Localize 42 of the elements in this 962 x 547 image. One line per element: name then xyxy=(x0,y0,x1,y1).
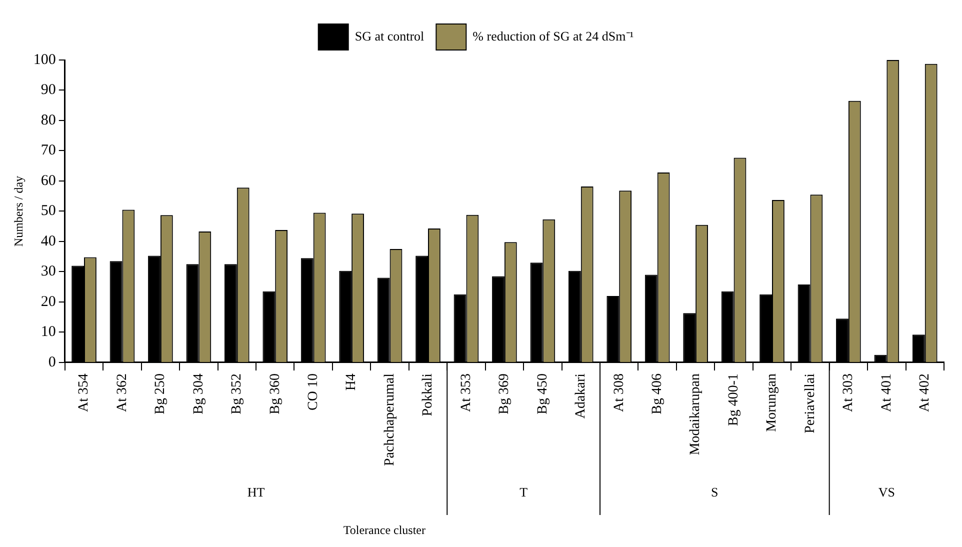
text: S xyxy=(711,484,718,500)
legend-label: SG at control xyxy=(354,28,425,44)
y-tick-label: 90 xyxy=(40,82,56,98)
y-tick-label: 10 xyxy=(40,324,56,340)
x-tick-label: Bg 304 xyxy=(191,373,206,414)
x-tick-label: At 401 xyxy=(879,373,894,412)
x-tick-label: Bg 400-1 xyxy=(726,373,742,426)
y-tick-label: 20 xyxy=(40,294,56,310)
text: VS xyxy=(878,484,895,500)
y-tick-label: 0 xyxy=(48,354,56,370)
x-tick-label: Bg 352 xyxy=(230,373,245,414)
y-axis-title: Numbers / day xyxy=(11,176,26,247)
x-tick-label: Adakari xyxy=(574,373,589,419)
x-tick-label: Pokkali xyxy=(420,373,436,416)
text: Tolerance cluster xyxy=(343,523,426,538)
y-tick-label: 40 xyxy=(40,233,56,250)
x-tick-label: At 303 xyxy=(841,373,856,412)
x-tick-label: Bg 450 xyxy=(535,373,550,414)
x-tick-label: Bg 369 xyxy=(497,373,512,414)
y-tick-label: 30 xyxy=(40,264,56,280)
text: T xyxy=(520,484,528,500)
x-tick-label: Pachchaperumal xyxy=(382,373,398,466)
x-tick-label: At 353 xyxy=(458,373,474,412)
x-tick-label: At 362 xyxy=(114,373,130,412)
legend-label: % reduction of SG at 24 dSm⁻¹ xyxy=(472,28,634,44)
x-tick-label: Bg 360 xyxy=(268,373,283,414)
y-tick-label: 50 xyxy=(40,203,56,220)
y-tick-label: 100 xyxy=(33,52,56,68)
x-tick-label: Morungan xyxy=(764,373,780,432)
y-tick-label: 60 xyxy=(40,172,56,189)
x-tick-label: Periavellai xyxy=(802,373,818,434)
x-tick-label: Modaikarupan xyxy=(688,373,704,456)
y-tick-label: 70 xyxy=(40,142,56,159)
x-tick-label: Bg 250 xyxy=(153,373,168,414)
text: HT xyxy=(247,484,265,500)
x-tick-label: At 308 xyxy=(612,373,627,412)
x-tick-label: H4 xyxy=(344,373,360,391)
x-tick-label: CO 10 xyxy=(306,373,322,410)
x-tick-label: At 402 xyxy=(918,373,933,412)
y-tick-label: 80 xyxy=(40,112,56,128)
x-tick-label: Bg 406 xyxy=(650,373,666,414)
x-tick-label: At 354 xyxy=(76,373,92,412)
